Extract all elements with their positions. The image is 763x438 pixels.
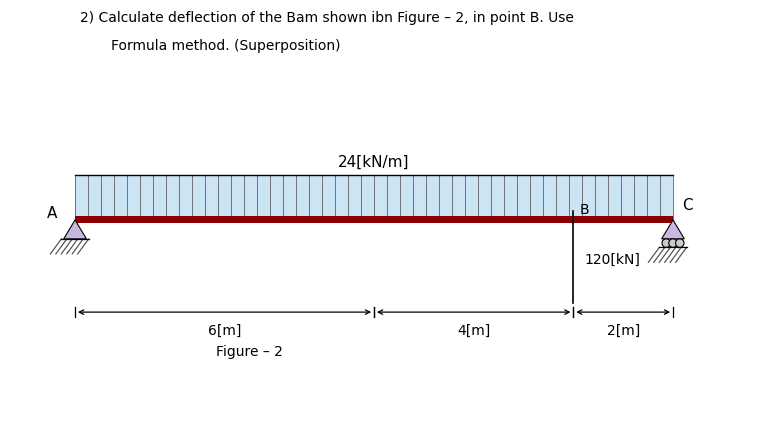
Circle shape [675, 239, 684, 248]
Polygon shape [662, 220, 684, 239]
Text: 120[kN]: 120[kN] [584, 253, 640, 267]
Text: A: A [47, 205, 58, 220]
Text: B: B [579, 203, 589, 217]
Text: 24[kN/m]: 24[kN/m] [338, 155, 410, 170]
Text: 2) Calculate deflection of the Bam shown ibn Figure – 2, in point B. Use: 2) Calculate deflection of the Bam shown… [80, 11, 574, 25]
Circle shape [662, 239, 671, 248]
Text: 6[m]: 6[m] [208, 323, 241, 337]
Polygon shape [63, 220, 86, 239]
Circle shape [668, 239, 678, 248]
Bar [75, 217, 673, 224]
Text: Figure – 2: Figure – 2 [216, 345, 283, 359]
Text: Formula method. (Superposition): Formula method. (Superposition) [111, 39, 340, 53]
Text: 2[m]: 2[m] [607, 323, 640, 337]
Bar [75, 176, 673, 220]
Text: 4[m]: 4[m] [457, 323, 491, 337]
Text: C: C [682, 198, 693, 213]
